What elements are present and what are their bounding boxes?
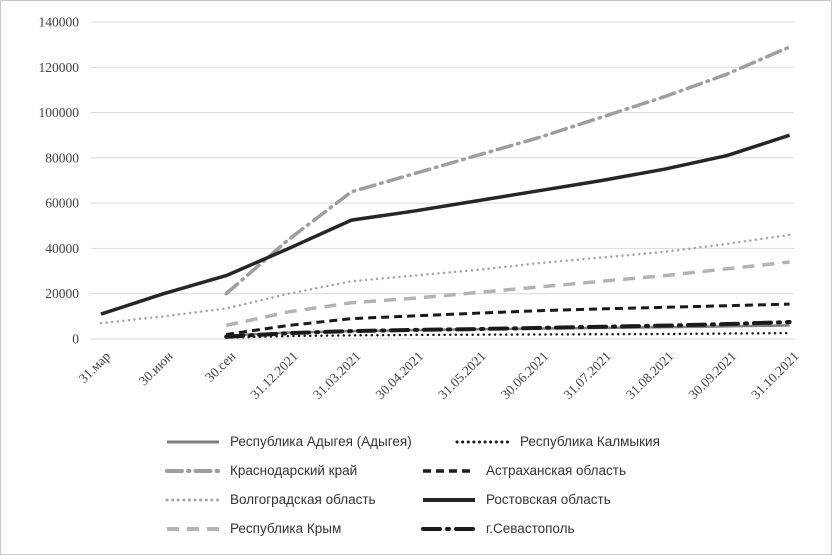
- legend-label: г.Севастополь: [486, 521, 575, 536]
- legend-label: Краснодарский край: [230, 463, 358, 478]
- legend-label: Республика Крым: [230, 521, 342, 536]
- legend-label: Республика Калмыкия: [520, 434, 660, 449]
- legend-item: Республика Адыгея (Адыгея): [165, 432, 455, 452]
- series-line-7: [224, 320, 792, 339]
- x-axis-tick-label: 30.09.2021: [686, 349, 740, 403]
- legend-marker-solid-icon: [167, 440, 219, 444]
- y-axis-tick-label: 40000: [45, 241, 79, 256]
- legend-item: Республика Калмыкия: [455, 432, 711, 452]
- y-axis-tick-label: 120000: [39, 60, 80, 75]
- legend-label: Астраханская область: [486, 463, 627, 478]
- legend-item: Краснодарский край: [165, 461, 421, 481]
- x-axis-tick-label: 31.03.2021: [310, 349, 364, 403]
- chart-legend: Республика Адыгея (Адыгея) Республика Кал…: [165, 432, 711, 539]
- x-axis-tick-label: 30.04.2021: [373, 349, 427, 403]
- y-axis-tick-label: 80000: [45, 150, 79, 165]
- legend-row: Республика Адыгея (Адыгея) Республика Кал…: [165, 432, 711, 452]
- legend-marker-dashdot-icon: [165, 469, 221, 473]
- series-line-2: [224, 45, 792, 296]
- legend-marker-dashed-icon: [167, 527, 219, 531]
- legend-label: Волгоградская область: [230, 492, 376, 507]
- y-axis-tick-label: 0: [72, 332, 79, 347]
- y-axis-tick-label: 20000: [45, 286, 79, 301]
- x-axis-tick-label: 31.12.2021: [247, 349, 301, 403]
- chart-plot-area: 0 20000 40000 60000 80000 100000 120000 140000 3…: [39, 15, 802, 403]
- series-line-4: [99, 233, 791, 325]
- y-axis-tick-label: 60000: [45, 196, 79, 211]
- legend-label: Республика Адыгея (Адыгея): [230, 434, 412, 449]
- series-line-3: [225, 302, 790, 336]
- legend-row: Краснодарский край Астраханская область: [165, 461, 711, 481]
- legend-marker-dashdot-icon: [421, 527, 477, 531]
- legend-row: Волгоградская область Ростовская область: [165, 490, 711, 510]
- legend-item: Волгоградская область: [165, 490, 421, 510]
- x-axis-tick-label: 31.08.2021: [623, 349, 677, 403]
- legend-item: Ростовская область: [421, 490, 677, 510]
- legend-marker-solid-icon: [423, 498, 475, 502]
- legend-marker-dashed-icon: [423, 469, 475, 473]
- legend-label: Ростовская область: [486, 492, 611, 507]
- legend-item: г.Севастополь: [421, 519, 677, 539]
- legend-marker-dotted-icon: [165, 498, 221, 502]
- legend-item: Республика Крым: [165, 519, 421, 539]
- y-axis-tick-label: 100000: [39, 105, 80, 120]
- x-axis-tick-label: 31.05.2021: [435, 349, 489, 403]
- series-line-5: [100, 133, 791, 316]
- x-axis-tick-label: 31.07.2021: [560, 349, 614, 403]
- legend-row: Республика Крым г.Севастополь: [165, 519, 711, 539]
- x-axis-tick-label: 30.сен: [202, 349, 238, 385]
- x-axis-tick-label: 31.мар: [76, 348, 114, 386]
- series-line-6: [225, 260, 790, 328]
- x-axis-tick-label: 30.06.2021: [498, 349, 552, 403]
- legend-item: Астраханская область: [421, 461, 677, 481]
- series-line-1: [224, 331, 791, 339]
- x-axis-tick-label: 31.10.2021: [748, 349, 802, 403]
- legend-marker-dotted-icon: [455, 440, 511, 444]
- y-axis-tick-label: 140000: [39, 15, 80, 30]
- x-axis-tick-label: 30.июн: [136, 349, 176, 389]
